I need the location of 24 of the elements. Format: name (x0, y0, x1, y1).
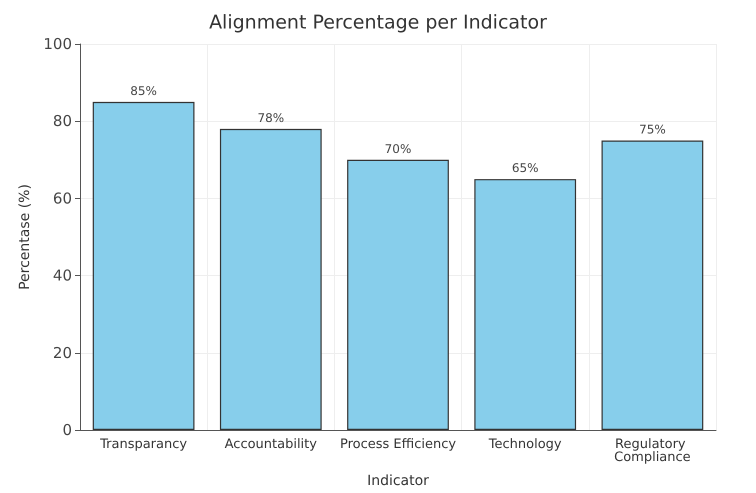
y-tick-label: 80 (52, 112, 72, 130)
y-tick-label: 0 (62, 421, 72, 439)
data-label: 65% (512, 161, 539, 176)
y-axis-title: Percentase (%) (17, 184, 33, 290)
bar (220, 128, 322, 430)
y-tick-label: 40 (52, 266, 72, 285)
data-label: 85% (130, 84, 157, 98)
data-label: 70% (384, 142, 412, 156)
x-tick-label: Transparancy (99, 437, 188, 452)
bar (602, 140, 704, 430)
y-tick-label: 60 (52, 189, 72, 208)
x-tick-label: Process Efficiency (340, 437, 456, 452)
x-axis-title: Indicator (367, 473, 430, 489)
data-label: 78% (257, 110, 284, 125)
bar (347, 160, 449, 430)
x-tick-label: Technology (488, 437, 562, 452)
bar (474, 179, 576, 430)
chart-title: Alignment Percentage per Indicator (209, 12, 548, 34)
x-tick-label: Accountability (224, 437, 318, 452)
y-tick-label: 20 (52, 344, 72, 362)
data-label: 75% (639, 122, 666, 136)
bar (92, 102, 194, 430)
y-tick-label: 100 (43, 35, 72, 53)
x-tick-label: Regulatory Compliance (614, 437, 691, 465)
